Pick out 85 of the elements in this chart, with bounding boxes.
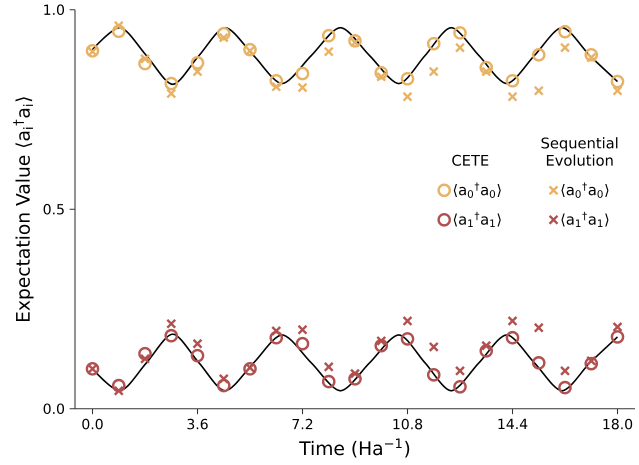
point [558, 380, 572, 395]
point [86, 44, 100, 58]
point [138, 56, 152, 71]
point [479, 60, 494, 75]
point [612, 322, 623, 332]
point [348, 372, 362, 386]
point [112, 378, 126, 393]
point [428, 342, 439, 352]
point [190, 56, 204, 70]
point [164, 76, 178, 90]
point [166, 318, 176, 330]
point [269, 74, 284, 88]
point [297, 324, 308, 336]
legend-label: ⟨a$_{1}$$^{†}$a$_{1}$⟩ [561, 212, 608, 228]
point [324, 362, 334, 372]
point [374, 339, 388, 353]
point [507, 92, 518, 102]
legend-label: ⟨a$_{0}$$^{†}$a$_{0}$⟩ [454, 182, 501, 198]
point [584, 356, 598, 371]
point [612, 86, 623, 96]
point [400, 72, 414, 86]
y-tick-label: 0.5 [44, 204, 64, 215]
point [532, 48, 546, 62]
point [610, 330, 624, 344]
point [271, 82, 282, 92]
point [506, 74, 520, 88]
x-axis-title: Time (Ha$^{−1}$) [299, 438, 410, 458]
x-tick-label: 7.2 [292, 418, 312, 430]
point [584, 48, 598, 62]
y-axis-title: Expectation Value ⟨a$_{i}$$^{†}$a$_{i}$⟩ [13, 97, 34, 322]
y-tick-label: 0.0 [44, 404, 64, 414]
point [560, 42, 570, 53]
point [140, 354, 150, 364]
x-tick-label: 14.4 [498, 418, 528, 430]
point [348, 34, 362, 48]
line-series [92, 27, 618, 86]
y-tick-label: 1.0 [44, 4, 64, 16]
annotation: CETE [452, 154, 488, 166]
point [112, 24, 126, 38]
point [322, 374, 336, 389]
point [166, 88, 176, 99]
point [244, 362, 256, 373]
point [114, 386, 124, 396]
point [506, 331, 520, 345]
point [324, 46, 334, 57]
point [243, 362, 257, 376]
point [560, 366, 570, 376]
point [138, 346, 152, 361]
point [296, 337, 310, 351]
point [216, 27, 231, 41]
point [534, 322, 544, 334]
point [428, 66, 439, 77]
point [402, 92, 413, 102]
point [507, 316, 518, 326]
point [453, 380, 467, 394]
x-tick-label: 0.0 [82, 418, 103, 430]
x-tick-label: 3.6 [187, 418, 208, 430]
point [164, 329, 178, 343]
point [400, 332, 414, 346]
point [454, 366, 466, 376]
point [610, 74, 624, 88]
point [243, 42, 257, 57]
legend-label: ⟨a$_{0}$$^{†}$a$_{0}$⟩ [561, 182, 608, 198]
point [374, 66, 388, 80]
point [453, 26, 467, 40]
point [426, 368, 441, 382]
point [402, 316, 413, 326]
point [192, 338, 203, 349]
point [297, 82, 308, 93]
point [190, 348, 204, 363]
point [322, 28, 336, 43]
point [192, 66, 203, 77]
point [454, 42, 466, 53]
point [296, 66, 310, 80]
point [532, 356, 546, 370]
point [350, 37, 360, 48]
x-tick-label: 18.0 [603, 418, 632, 430]
legend-label: ⟨a$_{1}$$^{†}$a$_{1}$⟩ [454, 212, 501, 228]
point [244, 46, 256, 56]
annotation: Sequential Evolution [542, 137, 618, 166]
point [426, 36, 441, 51]
point [558, 25, 572, 39]
point [534, 86, 544, 96]
point [479, 344, 494, 358]
x-tick-label: 10.8 [393, 418, 422, 430]
